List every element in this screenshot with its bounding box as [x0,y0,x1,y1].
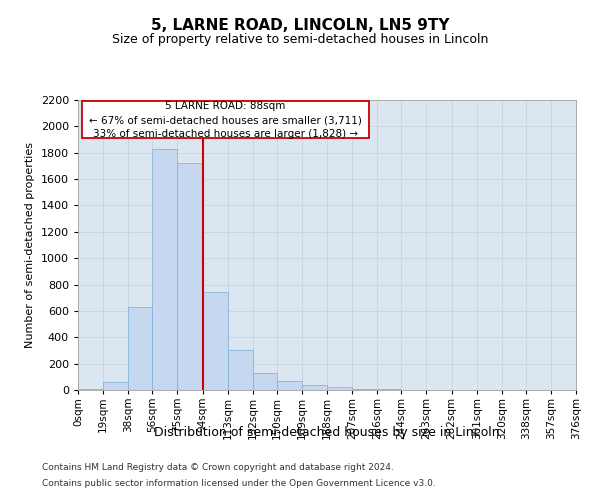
Bar [302,384,327,390]
Text: Distribution of semi-detached houses by size in Lincoln: Distribution of semi-detached houses by … [154,426,500,439]
Text: 5, LARNE ROAD, LINCOLN, LN5 9TY: 5, LARNE ROAD, LINCOLN, LN5 9TY [151,18,449,32]
Bar [78,388,103,390]
Bar [152,149,178,390]
Bar [253,373,277,390]
Bar [178,164,203,390]
Bar [103,382,128,390]
Text: Size of property relative to semi-detached houses in Lincoln: Size of property relative to semi-detach… [112,32,488,46]
Bar [227,350,253,390]
Bar [327,388,352,390]
Y-axis label: Number of semi-detached properties: Number of semi-detached properties [25,142,35,348]
Text: Contains HM Land Registry data © Crown copyright and database right 2024.: Contains HM Land Registry data © Crown c… [42,464,394,472]
Text: 5 LARNE ROAD: 88sqm
← 67% of semi-detached houses are smaller (3,711)
33% of sem: 5 LARNE ROAD: 88sqm ← 67% of semi-detach… [89,102,362,140]
Bar [82,100,370,138]
Text: Contains public sector information licensed under the Open Government Licence v3: Contains public sector information licen… [42,478,436,488]
Bar [277,382,302,390]
Bar [352,388,377,390]
Bar [128,307,152,390]
Bar [203,292,227,390]
